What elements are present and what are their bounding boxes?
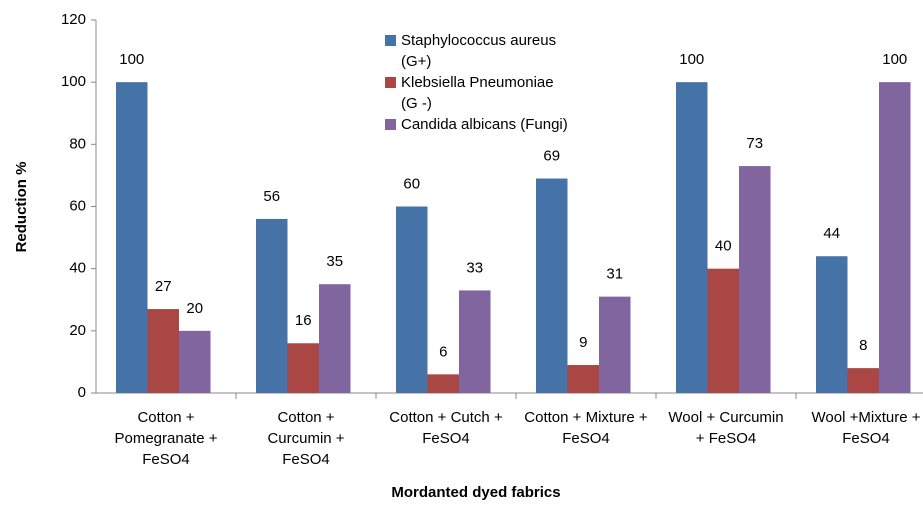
data-label: 31	[606, 266, 623, 283]
data-label: 35	[326, 253, 343, 270]
x-tick-label: Wool +Mixture + FeSO4	[811, 409, 921, 447]
y-tick-label: 20	[69, 322, 86, 339]
bar	[567, 365, 599, 393]
y-tick-label: 120	[61, 11, 86, 28]
legend-swatch	[385, 77, 396, 88]
legend: Staphylococcus aureus (G+) Klebsiella Pne…	[385, 30, 615, 135]
data-label: 100	[119, 51, 144, 68]
data-label: 20	[186, 300, 203, 317]
legend-item: Klebsiella Pneumoniae (G -)	[385, 72, 571, 114]
legend-swatch	[385, 119, 396, 130]
x-axis-label: Mordanted dyed fabrics	[391, 484, 560, 501]
bar	[536, 178, 568, 393]
y-tick-label: 60	[69, 197, 86, 214]
bar	[256, 218, 288, 393]
data-label: 27	[155, 278, 172, 295]
bar	[319, 284, 351, 393]
bar	[287, 343, 319, 393]
data-label: 69	[543, 147, 560, 164]
legend-swatch	[385, 35, 396, 46]
y-tick-label: 40	[69, 260, 86, 277]
bar	[396, 206, 428, 393]
legend-label: Staphylococcus aureus (G+)	[401, 32, 557, 70]
legend-label: Candida albicans (Fungi)	[401, 116, 568, 133]
y-tick-label: 100	[61, 73, 86, 90]
data-label: 40	[715, 238, 732, 255]
legend-item: Candida albicans (Fungi)	[385, 114, 571, 135]
bar	[676, 82, 708, 394]
x-tick-label: Cotton + Curcumin + FeSO4	[267, 409, 345, 468]
data-label: 8	[859, 337, 867, 354]
x-tick-label: Cotton + Cutch + FeSO4	[389, 409, 503, 447]
bar	[707, 268, 739, 393]
x-tick-label: Cotton + Pomegranate + FeSO4	[114, 409, 218, 468]
data-label: 100	[882, 51, 907, 68]
bar	[879, 82, 911, 394]
data-label: 44	[823, 225, 840, 242]
bar	[427, 374, 459, 393]
bar	[739, 166, 771, 393]
bar	[816, 256, 848, 393]
bar	[147, 309, 179, 393]
bar	[459, 290, 491, 393]
y-tick-label: 0	[78, 384, 86, 401]
legend-label: Klebsiella Pneumoniae (G -)	[401, 74, 554, 112]
bar	[599, 296, 631, 393]
x-tick-label: Cotton + Mixture + FeSO4	[524, 409, 648, 447]
data-label: 56	[263, 188, 280, 205]
bar	[116, 82, 148, 394]
y-tick-label: 80	[69, 135, 86, 152]
bar	[847, 368, 879, 393]
data-label: 60	[403, 175, 420, 192]
data-label: 73	[746, 135, 763, 152]
legend-item: Staphylococcus aureus (G+)	[385, 30, 571, 72]
data-label: 33	[466, 259, 483, 276]
data-label: 9	[579, 334, 587, 351]
data-label: 6	[439, 343, 447, 360]
data-label: 16	[295, 312, 312, 329]
data-label: 100	[679, 51, 704, 68]
bar	[179, 330, 211, 393]
y-axis-label: Reduction %	[13, 162, 30, 253]
x-tick-label: Wool + Curcumin + FeSO4	[668, 409, 784, 447]
